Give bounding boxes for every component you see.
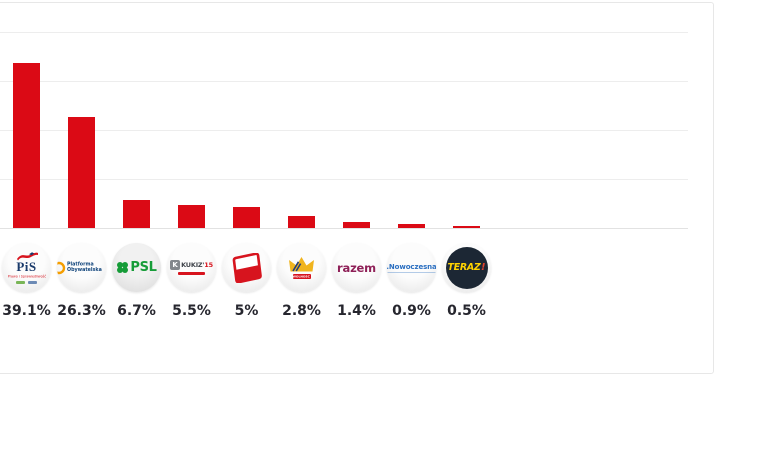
party-badge-po: Platforma Obywatelska	[57, 243, 106, 292]
pis-flag-icon	[16, 252, 38, 261]
psl-logo-text: PSL	[130, 260, 157, 275]
gridline	[0, 179, 688, 180]
pis-logo-subtext: Prawo i Sprawiedliwość	[7, 274, 46, 279]
bar-psl	[123, 200, 150, 228]
sld-flag-logo	[232, 252, 262, 283]
teraz-logo: TERAZ !	[445, 246, 488, 289]
bar-po	[68, 117, 95, 228]
percent-label-sld: 5%	[234, 303, 259, 319]
pis-coalition-marks	[2, 280, 51, 284]
teraz-logo-text: TERAZ	[447, 262, 481, 273]
percent-label-nowoczesna: 0.9%	[392, 303, 431, 319]
percent-label-po: 26.3%	[57, 303, 106, 319]
party-badge-pis: PiS Prawo i Sprawiedliwość	[2, 243, 51, 292]
kukiz15-logo: K KUKIZ'15	[170, 260, 213, 275]
bar-wolnosc	[288, 216, 315, 228]
percent-label-teraz: 0.5%	[447, 303, 486, 319]
nowoczesna-logo: .Nowoczesna	[387, 262, 436, 273]
po-logo-text: Platforma Obywatelska	[67, 261, 103, 273]
kukiz15-red-strip	[177, 271, 205, 275]
gridline	[0, 81, 688, 82]
bar-pis	[13, 63, 40, 228]
wolnosc-crown-icon	[289, 257, 314, 272]
party-badge-wolnosc: WOLNOŚĆ	[277, 243, 326, 292]
x-axis-baseline	[0, 228, 688, 229]
psl-clover-icon	[117, 262, 129, 273]
bar-razem	[343, 222, 370, 228]
party-badge-kukiz15: K KUKIZ'15	[167, 243, 216, 292]
percent-label-kukiz15: 5.5%	[172, 303, 211, 319]
gridline	[0, 32, 688, 33]
bar-teraz	[453, 226, 480, 228]
pis-logo: PiS Prawo i Sprawiedliwość	[2, 251, 51, 284]
po-circle-icon	[57, 261, 66, 274]
party-badge-razem: razem	[332, 243, 381, 292]
party-badge-teraz: TERAZ !	[442, 243, 491, 292]
teraz-exclamation: !	[480, 262, 486, 273]
party-badge-sld	[222, 243, 271, 292]
wolnosc-logo-text: WOLNOŚĆ	[292, 274, 311, 279]
kukiz15-logo-text: KUKIZ'15	[181, 261, 213, 269]
wolnosc-logo: WOLNOŚĆ	[288, 256, 315, 279]
pis-logo-text: PiS	[16, 259, 37, 275]
percent-label-razem: 1.4%	[337, 303, 376, 319]
party-badge-psl: PSL	[112, 243, 161, 292]
gridline	[0, 130, 688, 131]
bar-sld	[233, 207, 260, 228]
razem-logo: razem	[337, 260, 376, 275]
party-badge-nowoczesna: .Nowoczesna	[387, 243, 436, 292]
poll-chart-card	[0, 2, 714, 374]
bar-nowoczesna	[398, 224, 425, 228]
psl-logo: PSL	[116, 260, 157, 275]
kukiz15-k-icon: K	[170, 260, 181, 270]
percent-label-psl: 6.7%	[117, 303, 156, 319]
percent-label-wolnosc: 2.8%	[282, 303, 321, 319]
bar-kukiz15	[178, 205, 205, 228]
po-logo: Platforma Obywatelska	[57, 261, 106, 275]
percent-label-pis: 39.1%	[2, 303, 51, 319]
